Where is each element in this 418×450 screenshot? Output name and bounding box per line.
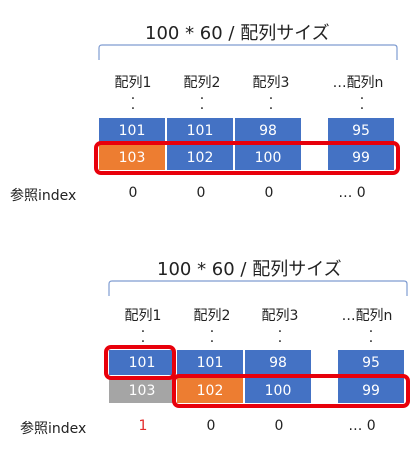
bottom-ref-index-label: 参照index	[20, 421, 87, 437]
top-dots-3: · ·	[268, 91, 274, 117]
top-index-1: 0	[128, 185, 138, 201]
top-row2-highlight	[94, 141, 400, 175]
top-col-label-2: 配列2	[183, 75, 221, 91]
bottom-cell-r2-c3: 100	[244, 377, 312, 404]
top-ref-index-label: 参照index	[10, 188, 77, 204]
top-index-3: 0	[264, 185, 274, 201]
bottom-cell-r2-c1: 103	[108, 377, 176, 404]
bottom-index-3: 0	[274, 418, 284, 434]
top-cell-r1-cn: 95	[327, 117, 395, 144]
top-col-label-1: 配列1	[114, 75, 152, 91]
bottom-cell-r1-c2: 101	[176, 349, 244, 376]
bottom-dots-1: · ·	[140, 324, 146, 350]
top-dots-1: · ·	[130, 91, 136, 117]
top-cell-r2-c1: 103	[98, 144, 166, 171]
bottom-cell-r1-cn: 95	[337, 349, 405, 376]
bottom-title: 100 * 60 / 配列サイズ	[157, 259, 342, 280]
bottom-index-1: 1	[138, 418, 148, 434]
top-col-label-3: 配列3	[252, 75, 290, 91]
bottom-index-2: 0	[206, 418, 216, 434]
bottom-index-n: … 0	[348, 418, 376, 434]
top-bracket	[98, 44, 398, 60]
bottom-col-label-3: 配列3	[261, 308, 299, 324]
top-cell-r2-c2: 102	[166, 144, 234, 171]
top-index-n: … 0	[338, 185, 366, 201]
top-dots-2: · ·	[199, 91, 205, 117]
bottom-cell-r1-c1: 101	[108, 349, 176, 376]
bottom-col-label-1: 配列1	[124, 308, 162, 324]
bottom-dots-n: · ·	[368, 324, 374, 350]
bottom-diagram: 100 * 60 / 配列サイズ 配列1 配列2 配列3 …配列n · · · · …	[0, 240, 418, 450]
bottom-col-label-n: …配列n	[341, 308, 393, 324]
bottom-col-label-2: 配列2	[193, 308, 231, 324]
bottom-cell-r1-c3: 98	[244, 349, 312, 376]
top-cell-r1-c1: 101	[98, 117, 166, 144]
bottom-row2-highlight	[172, 374, 410, 408]
bottom-dots-2: · ·	[209, 324, 215, 350]
top-cell-r1-c2: 101	[166, 117, 234, 144]
top-title: 100 * 60 / 配列サイズ	[145, 23, 330, 44]
bottom-bracket	[108, 280, 408, 296]
top-cell-r1-c3: 98	[234, 117, 302, 144]
top-diagram: 100 * 60 / 配列サイズ 配列1 配列2 配列3 …配列n · · · · …	[10, 23, 400, 204]
bottom-row1-col1-highlight	[104, 345, 176, 380]
bottom-cell-r2-cn: 99	[337, 377, 405, 404]
bottom-dots-3: · ·	[277, 324, 283, 350]
bottom-cell-r2-c2: 102	[176, 377, 244, 404]
top-col-label-n: …配列n	[332, 75, 384, 91]
top-cell-r2-c3: 100	[234, 144, 302, 171]
top-index-2: 0	[196, 185, 206, 201]
top-dots-n: · ·	[359, 91, 365, 117]
